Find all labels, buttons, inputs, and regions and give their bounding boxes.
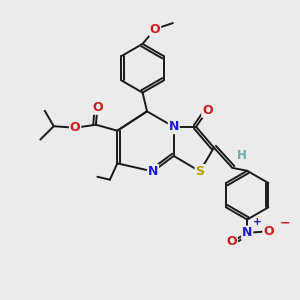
Text: O: O — [226, 235, 237, 248]
Text: O: O — [92, 101, 103, 114]
Text: O: O — [150, 22, 160, 35]
Text: N: N — [242, 226, 252, 239]
Text: +: + — [253, 218, 262, 227]
Text: O: O — [202, 104, 213, 117]
Text: −: − — [279, 216, 290, 229]
Text: O: O — [263, 225, 274, 238]
Text: H: H — [237, 149, 247, 162]
Text: O: O — [70, 121, 80, 134]
Text: N: N — [148, 165, 158, 178]
Text: S: S — [195, 165, 204, 178]
Text: N: N — [169, 120, 179, 133]
